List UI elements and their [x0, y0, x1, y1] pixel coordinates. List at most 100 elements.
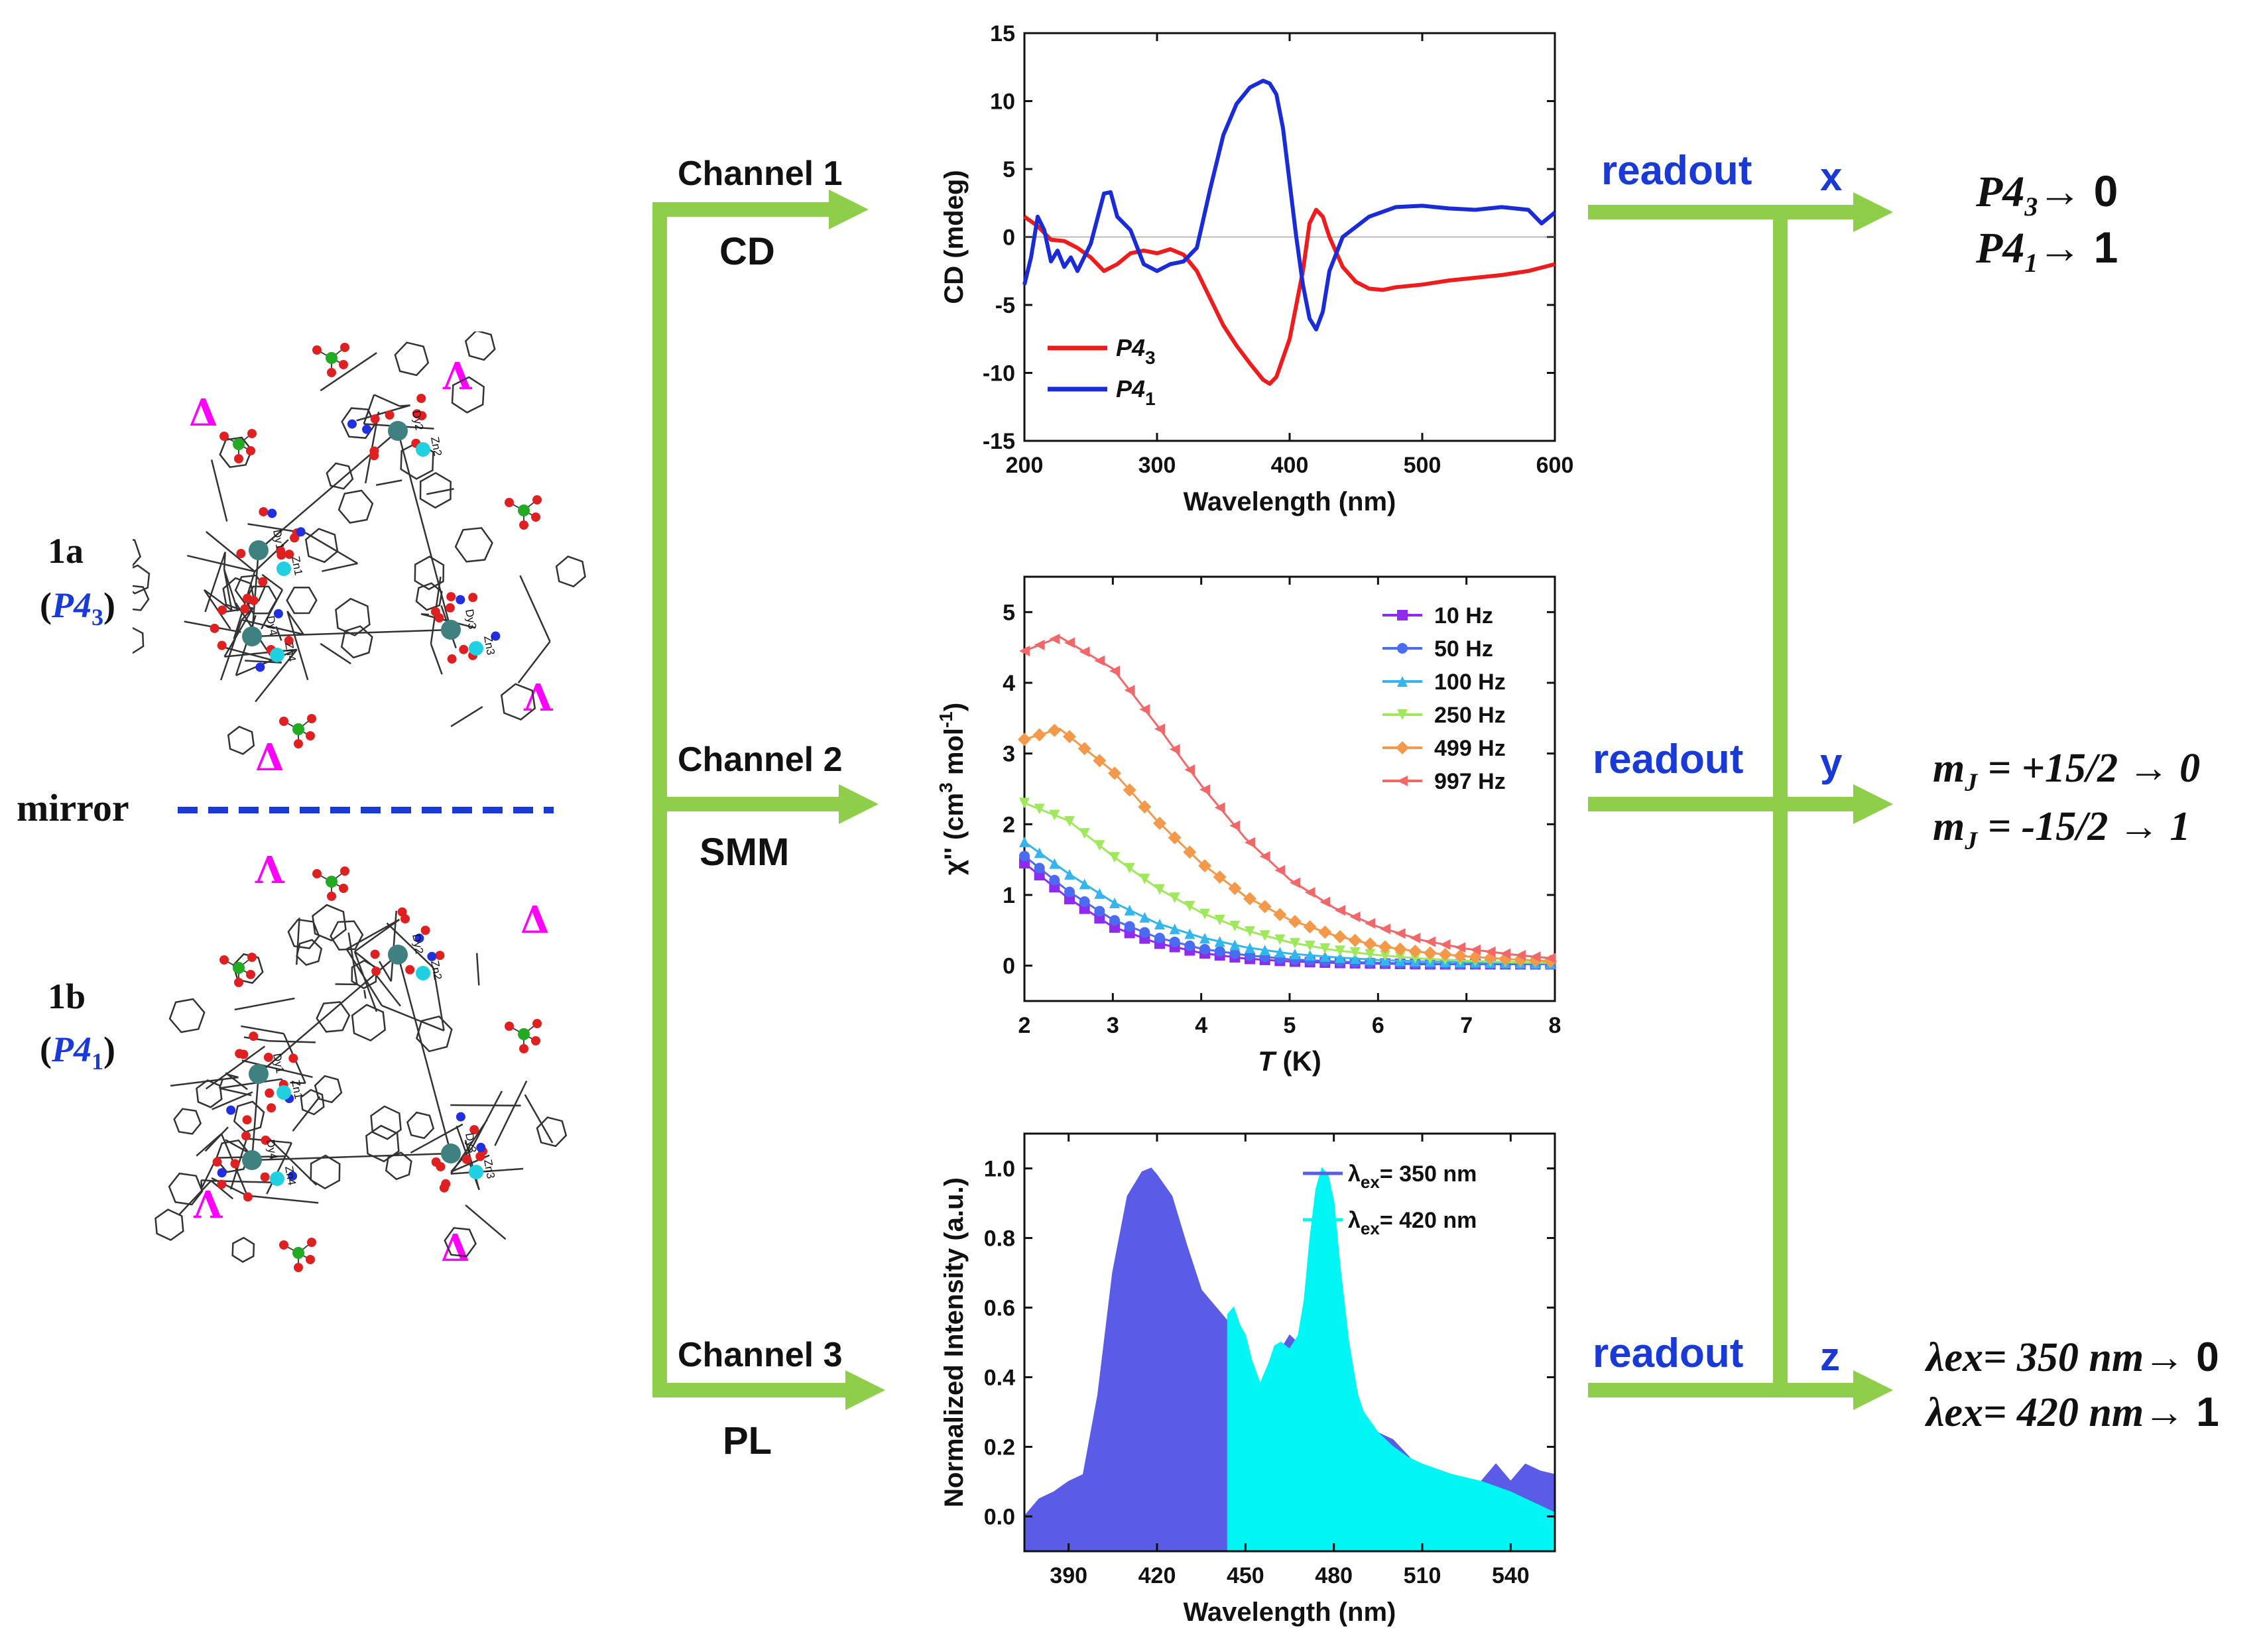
z-mapping-1-value: → 1	[2144, 1389, 2219, 1435]
anion-oxygen	[306, 731, 315, 740]
oxygen-atom	[468, 593, 478, 603]
bond	[218, 1078, 224, 1089]
channel-2-arrow-head	[839, 784, 879, 824]
ligand-ring	[219, 436, 253, 469]
bond	[346, 919, 400, 950]
ligand-ring	[337, 489, 374, 524]
oxygen-atom	[441, 1179, 451, 1189]
dysprosium-atom	[242, 626, 262, 646]
legend-entry-1: λex= 420 nm	[1348, 1208, 1477, 1238]
smm-series-line-4	[1024, 727, 1556, 963]
smm-point-3	[1335, 945, 1345, 957]
bond	[178, 1180, 212, 1215]
smm-point-2	[1049, 858, 1060, 869]
smm-point-4	[1213, 870, 1227, 884]
smm-point-2	[1304, 949, 1315, 961]
readout-z-mapping-0: λex= 350 nm→ 0	[1926, 1334, 2219, 1382]
ligand-ring	[330, 920, 364, 951]
oxygen-atom	[236, 549, 246, 559]
readout-z-mapping-1: λex= 420 nm→ 1	[1926, 1389, 2219, 1437]
axes: 200 300 400 500 600 -15 -10 -5 0 5 10 15	[983, 21, 1574, 478]
dysprosium-atom	[441, 620, 461, 640]
smm-point-5	[1439, 939, 1451, 950]
anion-oxygen	[340, 866, 349, 876]
smm-chart: 2 3 4 5 6 7 8 0 1 2 3 4 5 T (K) χ'' (cm3 mol-1) 10 Hz 50…	[936, 575, 1561, 1077]
smm-point-4	[1333, 930, 1347, 944]
lambda-symbol: Λ	[194, 1183, 223, 1227]
anion-oxygen	[294, 739, 303, 748]
bond	[261, 573, 283, 591]
ligand-ring	[335, 597, 371, 636]
smm-point-3	[1245, 926, 1255, 937]
sg-1b-symbol: P4	[51, 1030, 92, 1069]
channel-3-arrow-head	[845, 1370, 885, 1410]
smm-point-5	[1470, 944, 1481, 955]
nitrogen-atom	[296, 527, 306, 537]
y-mapping-1-symbol: m	[1933, 804, 1965, 849]
smm-point-5	[1109, 666, 1120, 677]
smm-point-4	[1318, 925, 1332, 939]
smm-point-3	[1319, 943, 1331, 954]
smm-point-5	[1304, 887, 1315, 898]
ligand-ring	[444, 1226, 477, 1258]
sg-1b-sub: 1	[91, 1047, 103, 1075]
anion-oxygen	[234, 454, 243, 463]
atom-label: Zn1	[289, 555, 305, 576]
y-tick-label: 0.8	[984, 1226, 1015, 1252]
atom-label: Zn3	[481, 1158, 497, 1179]
bond	[465, 1204, 507, 1240]
smm-point-5	[1274, 864, 1286, 876]
smm-point-4	[1424, 946, 1437, 960]
smm-point-4	[1093, 754, 1107, 768]
smm-point-3	[1124, 862, 1135, 874]
smm-point-3	[1199, 908, 1210, 919]
z-mapping-1-symbol: λex= 420 nm	[1926, 1390, 2144, 1435]
anion-oxygen	[307, 1238, 316, 1247]
smm-point-4	[1453, 949, 1467, 963]
bond	[517, 640, 551, 683]
bond	[471, 1091, 503, 1148]
smm-point-3	[1229, 920, 1241, 931]
oxygen-atom	[240, 604, 250, 614]
ligand-ring	[555, 555, 586, 588]
anion-oxygen	[219, 432, 229, 441]
bond	[204, 1126, 229, 1152]
atom-label: Zn2	[428, 436, 444, 457]
nitrogen-atom	[456, 1112, 465, 1122]
channel-2-technique: SMM	[700, 831, 790, 874]
sg-1b-close: )	[103, 1030, 115, 1069]
smm-point-1	[1094, 906, 1105, 917]
smm-point-3	[1154, 884, 1165, 895]
structure-1a-label: 1a	[48, 531, 84, 571]
smm-point-3	[1064, 816, 1075, 827]
oxygen-atom	[217, 1179, 227, 1189]
channel-1-technique: CD	[719, 230, 775, 273]
smm-point-3	[1094, 840, 1105, 851]
atom-label: Dy2	[410, 933, 426, 955]
smm-point-5	[1034, 639, 1045, 650]
bond	[373, 394, 400, 407]
bond	[219, 619, 243, 681]
oxygen-atom	[405, 965, 415, 974]
smm-point-5	[1349, 912, 1361, 923]
x-mapping-0-value: → 0	[2038, 166, 2118, 215]
bond	[450, 1167, 524, 1175]
smm-point-3	[1049, 809, 1060, 821]
smm-point-4	[1408, 944, 1422, 958]
smm-point-1	[1139, 927, 1150, 938]
y-mapping-0-sub: J	[1965, 768, 1978, 797]
anion-oxygen	[532, 495, 542, 504]
smm-point-4	[1198, 859, 1211, 873]
smm-point-2	[1199, 933, 1210, 944]
bond	[494, 1080, 528, 1146]
structure-1a-space-group: (P43)	[40, 585, 115, 631]
ligand-ring	[286, 586, 318, 615]
legend-entry-4: 499 Hz	[1434, 736, 1506, 761]
readout-y-label: readout	[1593, 737, 1744, 782]
oxygen-atom	[461, 1154, 471, 1164]
anion-oxygen	[247, 429, 257, 438]
left-branch-connector	[652, 202, 849, 1397]
smm-point-4	[1063, 730, 1076, 744]
bond	[247, 1195, 319, 1204]
